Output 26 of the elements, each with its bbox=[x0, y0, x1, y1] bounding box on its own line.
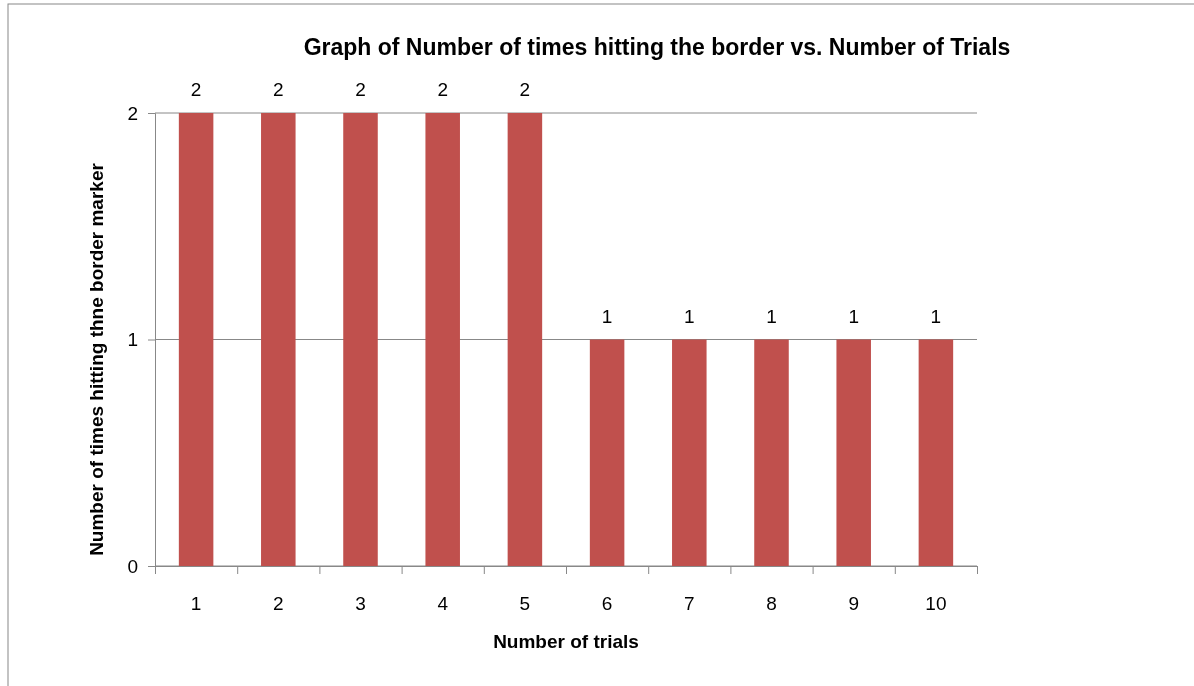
y-tick-label: 1 bbox=[127, 329, 138, 351]
data-label: 2 bbox=[190, 79, 202, 100]
x-tick-label: 8 bbox=[766, 593, 777, 614]
x-axis-title: Number of trials bbox=[493, 631, 639, 652]
y-tick-label: 2 bbox=[127, 102, 138, 124]
data-label: 1 bbox=[766, 305, 777, 327]
data-label: 2 bbox=[355, 79, 366, 100]
data-label: 1 bbox=[930, 305, 942, 327]
x-tick-label: 6 bbox=[601, 593, 613, 614]
x-tick-label: 1 bbox=[190, 593, 202, 614]
x-tick-label: 2 bbox=[273, 593, 284, 614]
data-label: 1 bbox=[848, 305, 859, 327]
x-tick-label: 9 bbox=[848, 593, 859, 614]
x-tick-label: 10 bbox=[925, 593, 947, 614]
x-tick-label: 3 bbox=[355, 593, 366, 614]
y-tick-label: 0 bbox=[127, 555, 138, 577]
data-label: 2 bbox=[437, 79, 448, 100]
data-label: 1 bbox=[601, 305, 613, 327]
x-tick-label: 7 bbox=[684, 593, 695, 614]
data-label: 1 bbox=[684, 305, 695, 327]
y-axis-title: Number of times hitting thne border marker bbox=[86, 162, 107, 556]
chart-title: Graph of Number of times hitting the border vs. Number of Trials bbox=[303, 34, 1011, 60]
data-label: 2 bbox=[273, 79, 284, 100]
x-tick-label: 5 bbox=[519, 593, 531, 614]
x-tick-label: 4 bbox=[437, 593, 449, 614]
data-label: 2 bbox=[519, 79, 531, 100]
